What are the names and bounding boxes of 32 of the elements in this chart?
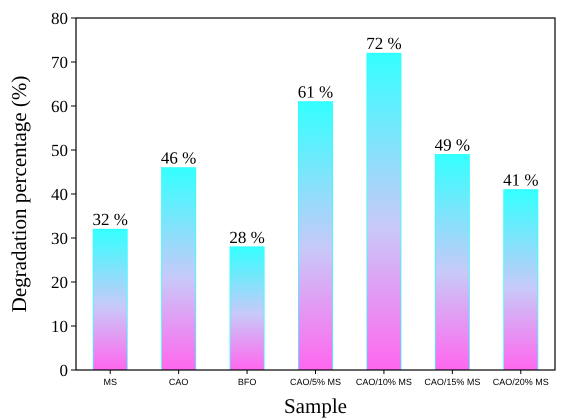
- data-label: 61 %: [298, 82, 334, 102]
- data-label: 28 %: [229, 228, 265, 247]
- x-tick-label: BFO: [238, 377, 256, 387]
- y-tick-label: 50: [51, 140, 68, 160]
- x-tick-label: MS: [103, 377, 117, 387]
- bar: [298, 101, 334, 370]
- y-tick-label: 0: [60, 360, 68, 380]
- bar: [366, 52, 402, 370]
- bar: [92, 228, 128, 370]
- y-tick-label: 80: [51, 8, 68, 28]
- data-label: 32 %: [92, 210, 128, 230]
- x-tick-label: CAO: [168, 377, 188, 387]
- x-tick-label: CAO/15% MS: [424, 377, 480, 387]
- y-tick-label: 60: [51, 96, 68, 116]
- y-tick-label: 40: [51, 184, 68, 204]
- x-tick-label: CAO/5% MS: [290, 377, 342, 387]
- y-tick-label: 10: [51, 316, 68, 336]
- data-label: 49 %: [434, 135, 470, 154]
- x-tick-label: CAO/10% MS: [356, 377, 412, 387]
- bar: [161, 167, 196, 370]
- x-axis-title: Sample: [284, 394, 347, 418]
- y-tick-label: 70: [51, 52, 68, 72]
- bar: [230, 246, 265, 370]
- y-tick-label: 20: [51, 272, 68, 292]
- y-tick-label: 30: [51, 228, 68, 248]
- data-label: 72 %: [366, 34, 402, 54]
- x-tick-label: CAO/20% MS: [492, 377, 549, 387]
- data-label: 41 %: [503, 170, 538, 190]
- bar: [503, 189, 538, 370]
- data-label: 46 %: [160, 148, 196, 168]
- bar: [434, 154, 470, 370]
- y-axis-title: Degradation percentage (%): [7, 76, 31, 312]
